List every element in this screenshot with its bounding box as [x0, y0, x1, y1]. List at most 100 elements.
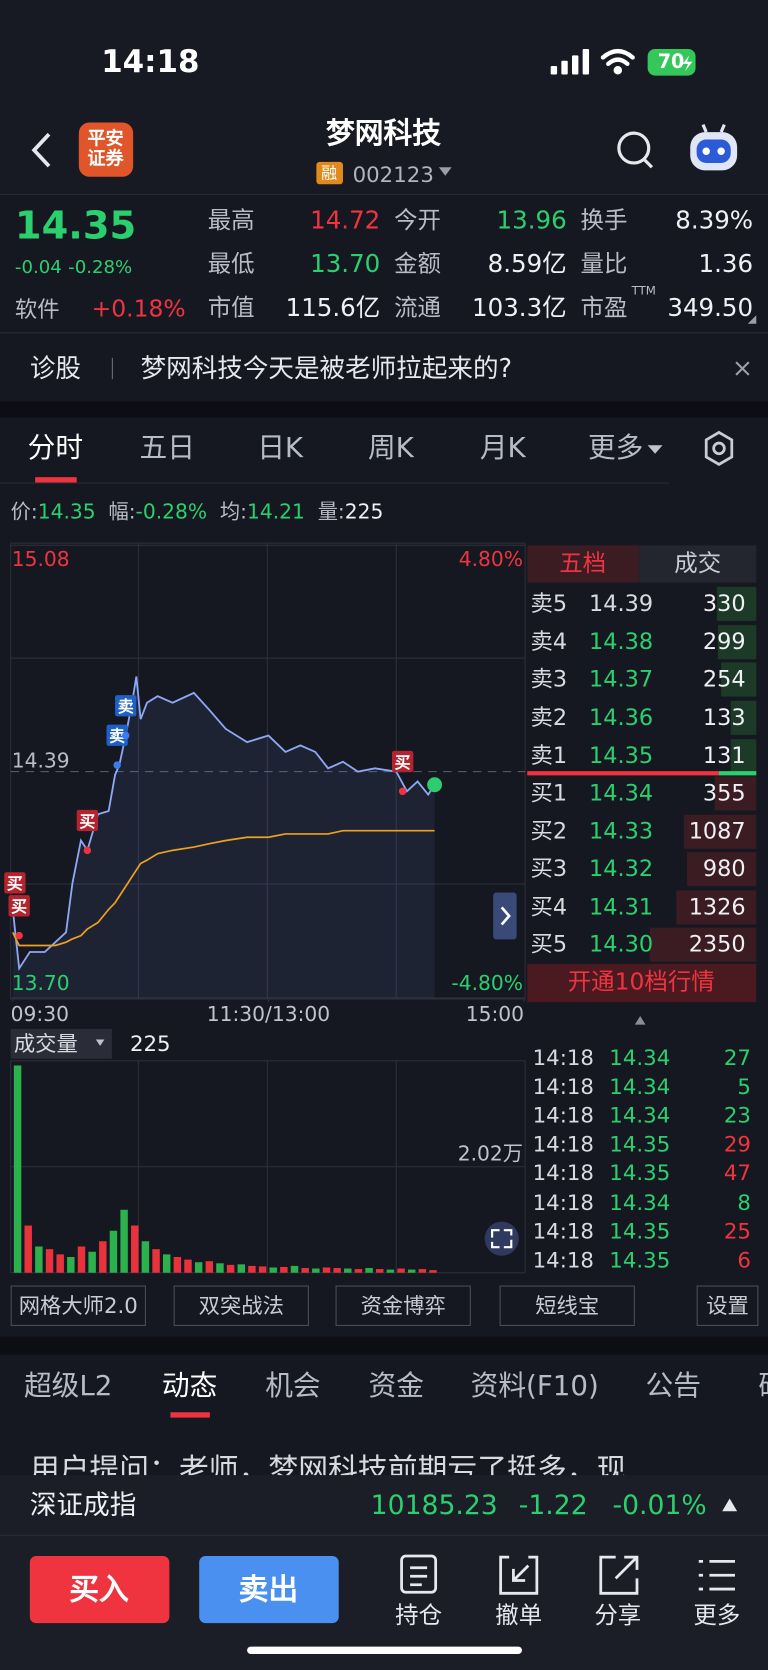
chart-tab[interactable]: 周K — [367, 432, 414, 465]
trade-price: 14.34 — [609, 1189, 671, 1215]
trade-signal: 买 — [8, 895, 30, 940]
tool-button[interactable] — [499, 1285, 635, 1326]
action-label[interactable]: 撤单 — [495, 1602, 543, 1630]
tool-label[interactable]: 短线宝 — [535, 1292, 600, 1319]
volume-bar — [162, 1254, 171, 1273]
volume-bar — [354, 1269, 363, 1273]
index-name: 深证成指 — [29, 1489, 137, 1521]
level-volume: 355 — [702, 780, 746, 806]
broker-name: 证券 — [87, 148, 124, 170]
depth-bar — [731, 739, 757, 774]
settings-icon[interactable] — [704, 430, 734, 466]
volume-bar — [56, 1254, 64, 1273]
info-label: 价: — [10, 500, 38, 525]
chart-tab[interactable]: 日K — [257, 432, 304, 465]
depth-bar — [676, 890, 757, 925]
action-label[interactable]: 分享 — [594, 1602, 642, 1630]
book-tab[interactable]: 五档 — [559, 550, 607, 578]
expand-button[interactable] — [493, 892, 517, 940]
info-tab[interactable]: 公告 — [645, 1370, 701, 1403]
field-value: 1.36 — [698, 250, 754, 279]
level-price: 14.33 — [589, 818, 654, 845]
level-volume: 254 — [702, 666, 746, 692]
trade-volume: 8 — [737, 1189, 751, 1215]
trade-volume: 27 — [723, 1044, 751, 1071]
stock-name: 梦网科技 — [325, 117, 441, 151]
level-volume: 330 — [702, 590, 746, 617]
book-tab-active[interactable] — [527, 545, 640, 583]
sell-button[interactable] — [199, 1556, 339, 1624]
info-tab[interactable]: 超级L2 — [23, 1370, 113, 1403]
tool-label[interactable]: 双突战法 — [198, 1292, 284, 1319]
y-tick-label: 14.39 — [11, 748, 70, 773]
signal-badge — [106, 724, 128, 746]
volume-bar — [88, 1251, 96, 1273]
field-label: 流通 — [394, 295, 442, 322]
field-value: 103.3亿 — [472, 294, 567, 323]
signal-dot — [113, 761, 121, 769]
info-tab[interactable]: 资金 — [368, 1370, 424, 1403]
signal-badge — [4, 872, 26, 894]
x-tick-label: 11:30/13:00 — [206, 1002, 331, 1027]
volume-bar — [24, 1225, 32, 1273]
info-tab[interactable]: 动态 — [161, 1370, 218, 1403]
level-price: 14.31 — [589, 894, 654, 920]
chart-tab[interactable]: 更多 — [587, 432, 644, 465]
action-label[interactable]: 更多 — [693, 1602, 741, 1630]
volume-bar — [131, 1225, 139, 1273]
field-label: 最高 — [207, 207, 255, 235]
collapse-caret[interactable] — [634, 1016, 646, 1025]
tool-button[interactable] — [10, 1285, 146, 1326]
upgrade-label[interactable]: 开通10档行情 — [567, 969, 715, 996]
volume-bar — [429, 1270, 437, 1273]
volume-bar — [248, 1265, 256, 1273]
chart-tab[interactable]: 月K — [479, 432, 526, 465]
signal-label: 卖 — [118, 697, 134, 716]
book-tab[interactable]: 成交 — [674, 550, 722, 578]
fullscreen-icon[interactable] — [484, 1221, 519, 1256]
current-price-dot — [427, 777, 443, 793]
level-label: 卖2 — [530, 704, 568, 731]
signal-label: 买 — [395, 753, 411, 772]
tool-label[interactable]: 网格大师2.0 — [18, 1292, 138, 1319]
chart-tab[interactable]: 分时 — [27, 432, 84, 465]
level-volume: 1326 — [688, 894, 746, 920]
volume-bar — [109, 1230, 118, 1273]
chart-frame — [10, 542, 526, 1000]
banner-separator — [111, 357, 113, 380]
banner-text[interactable]: 梦网科技今天是被老师拉起来的? — [140, 353, 513, 384]
tool-button[interactable] — [173, 1285, 309, 1326]
info-tab[interactable]: 研 — [758, 1373, 768, 1401]
book-tab[interactable] — [639, 545, 757, 583]
volume-bar — [376, 1269, 384, 1273]
info-tab[interactable]: 资料(F10) — [470, 1370, 599, 1403]
clock: 14:18 — [101, 43, 200, 80]
broker-name: 平安 — [87, 128, 124, 150]
chart-tab[interactable]: 五日 — [139, 432, 195, 465]
trade-volume: 5 — [737, 1073, 751, 1100]
volume-bar — [344, 1268, 352, 1273]
tool-button[interactable] — [696, 1285, 759, 1326]
depth-bar — [716, 586, 757, 621]
tool-label[interactable]: 设置 — [706, 1292, 749, 1319]
volume-selector[interactable] — [10, 1028, 112, 1059]
depth-bar — [730, 700, 757, 735]
upgrade-button[interactable] — [527, 963, 757, 1003]
y2-tick-label: -4.80% — [451, 971, 524, 996]
broker-logo[interactable] — [78, 122, 134, 177]
level-volume: 133 — [702, 704, 746, 731]
level-label: 买3 — [530, 855, 568, 882]
action-label[interactable]: 持仓 — [395, 1602, 443, 1630]
buy-label[interactable]: 买入 — [69, 1572, 129, 1608]
tool-button[interactable] — [335, 1285, 471, 1326]
index-change-pct: -0.01% — [612, 1489, 707, 1521]
trade-price: 14.35 — [609, 1160, 671, 1186]
index-change: -1.22 — [518, 1489, 588, 1521]
sell-label[interactable]: 卖出 — [238, 1572, 299, 1608]
buy-button[interactable] — [29, 1556, 170, 1624]
field-label: 市值 — [207, 295, 255, 322]
tool-label[interactable]: 资金博弈 — [360, 1292, 446, 1319]
volume-bar — [99, 1241, 107, 1273]
close-icon[interactable] — [735, 361, 750, 376]
info-tab[interactable]: 机会 — [265, 1370, 321, 1403]
